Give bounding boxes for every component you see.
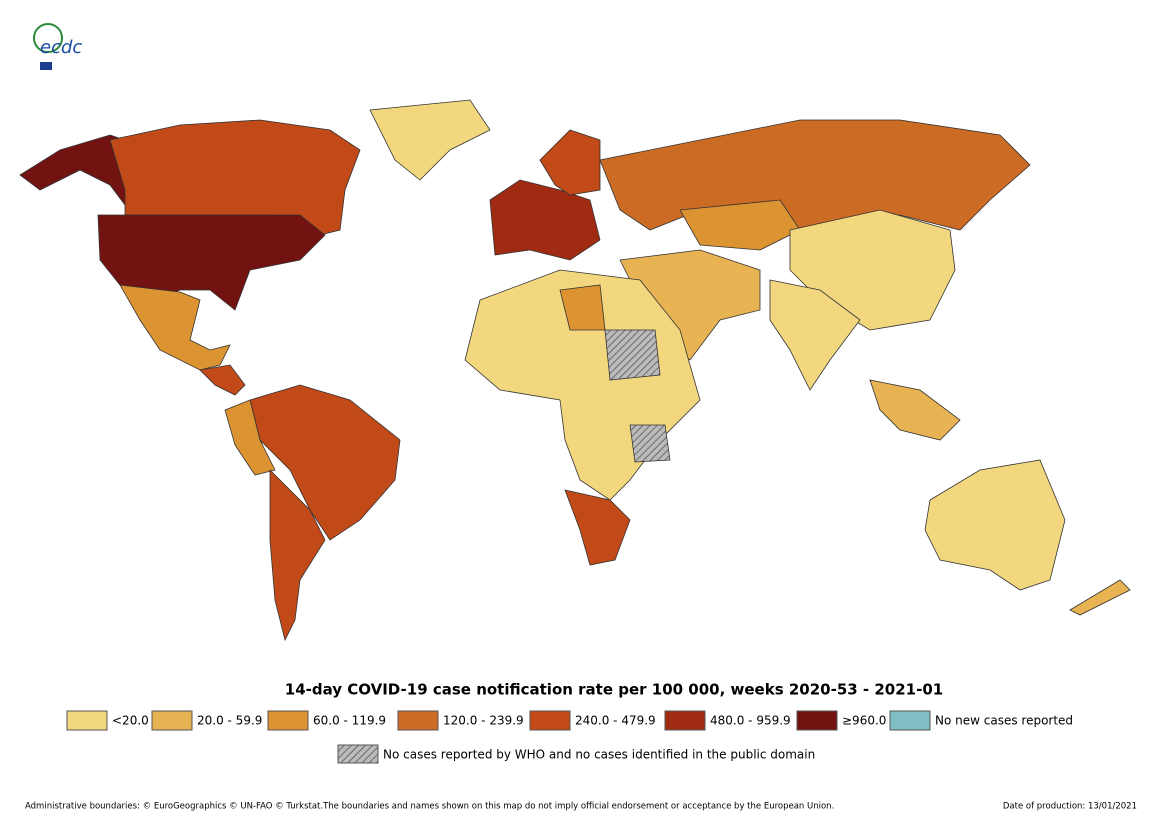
southern-africa (564, 489, 631, 566)
legend-swatch (151, 710, 193, 731)
brazil (249, 384, 401, 541)
logo-text: ecdc (40, 37, 82, 58)
tanzania (629, 424, 671, 463)
legend-label: 60.0 - 119.9 (313, 714, 386, 728)
legend-swatch (796, 710, 838, 731)
legend-label: 480.0 - 959.9 (710, 714, 791, 728)
western-europe (489, 179, 601, 261)
canada (109, 119, 361, 241)
argentina (269, 469, 326, 642)
legend-label: 240.0 - 479.9 (575, 714, 656, 728)
legend-swatch (267, 710, 309, 731)
legend-swatch (529, 710, 571, 731)
legend-label: 20.0 - 59.9 (197, 714, 262, 728)
mexico (119, 284, 231, 371)
india (769, 279, 861, 391)
russia (599, 119, 1031, 231)
usa (97, 214, 326, 311)
legend-swatch (66, 710, 108, 731)
peru (224, 399, 276, 476)
no-data-swatch (337, 744, 379, 764)
nordics (539, 129, 601, 196)
central-america (199, 364, 246, 396)
legend-swatch (664, 710, 706, 731)
legend-swatch (397, 710, 439, 731)
southeast-asia (869, 379, 961, 441)
footer-right: Date of production: 13/01/2021 (1003, 802, 1137, 812)
logo: ecdc (33, 23, 82, 70)
legend-label: ≥960.0 (842, 714, 886, 728)
map-title: 14-day COVID-19 case notification rate p… (285, 681, 943, 699)
greenland (369, 99, 491, 181)
new-zealand (1069, 579, 1131, 616)
legend-label: 120.0 - 239.9 (443, 714, 524, 728)
no-data-label: No cases reported by WHO and no cases id… (383, 748, 815, 762)
footer-left: Administrative boundaries: © EuroGeograp… (25, 802, 834, 812)
sudan (604, 329, 661, 381)
legend-label: No new cases reported (935, 714, 1073, 728)
legend-swatch (889, 710, 931, 731)
kazakhstan (679, 199, 801, 251)
legend-label: <20.0 (112, 714, 149, 728)
australia (924, 459, 1066, 591)
